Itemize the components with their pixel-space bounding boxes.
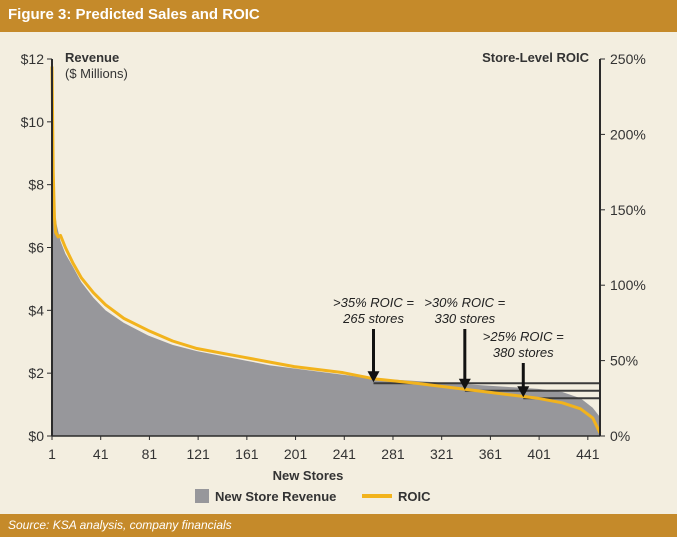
annotation-layer: >35% ROIC =265 stores >30% ROIC =330 stor… — [333, 295, 564, 398]
x-axis-ticks: 1 41 81 121 161 201 241 281 321 361 401 441 — [48, 436, 600, 462]
annotation-line2-1: 265 stores — [342, 311, 404, 326]
x-axis-title: New Stores — [273, 468, 344, 483]
x-tick-label: 401 — [527, 446, 551, 462]
right-tick-label: 100% — [610, 277, 646, 293]
legend-swatch-revenue — [195, 489, 209, 503]
source-note: Source: KSA analysis, company financials — [8, 518, 232, 532]
x-tick-label: 241 — [333, 446, 357, 462]
left-tick-label: $4 — [28, 302, 44, 318]
right-tick-label: 200% — [610, 126, 646, 142]
left-tick-label: $2 — [28, 365, 44, 381]
x-tick-label: 361 — [479, 446, 503, 462]
right-tick-label: 250% — [610, 51, 646, 67]
annotation-line2-3: 380 stores — [493, 345, 554, 360]
legend: New Store Revenue ROIC — [195, 489, 431, 504]
right-tick-label: 150% — [610, 202, 646, 218]
figure-header: Figure 3: Predicted Sales and ROIC — [0, 0, 677, 32]
x-tick-label: 161 — [235, 446, 259, 462]
right-tick-label: 50% — [610, 353, 638, 369]
x-tick-label: 441 — [576, 446, 600, 462]
left-tick-label: $0 — [28, 428, 44, 444]
annotation-arrow-head-1 — [367, 371, 380, 383]
figure-title: Figure 3: Predicted Sales and ROIC — [8, 6, 260, 23]
x-tick-label: 321 — [430, 446, 454, 462]
roic-line-layer — [50, 66, 602, 434]
left-axis-title: Revenue — [65, 50, 119, 65]
x-tick-label: 281 — [381, 446, 405, 462]
x-tick-label: 81 — [142, 446, 158, 462]
left-tick-label: $8 — [28, 177, 44, 193]
annotation-arrow-head-3 — [517, 386, 530, 398]
revenue-area — [52, 96, 600, 436]
annotation-arrow-head-2 — [458, 378, 471, 390]
x-tick-label: 121 — [186, 446, 210, 462]
legend-label-roic: ROIC — [398, 489, 431, 504]
right-axis-ticks: 0% 50% 100% 150% 200% 250% — [600, 51, 646, 444]
annotation-line1-2: >30% ROIC = — [424, 295, 505, 310]
annotation-line2-2: 330 stores — [434, 311, 495, 326]
figure-footer: Source: KSA analysis, company financials — [0, 514, 677, 537]
legend-label-revenue: New Store Revenue — [215, 489, 336, 504]
right-tick-label: 0% — [610, 428, 630, 444]
annotation-line1-1: >35% ROIC = — [333, 295, 414, 310]
x-tick-label: 201 — [284, 446, 308, 462]
x-tick-label: 1 — [48, 446, 56, 462]
annotation-line1-3: >25% ROIC = — [483, 329, 564, 344]
left-tick-label: $6 — [28, 240, 44, 256]
right-axis-title: Store-Level ROIC — [482, 50, 590, 65]
roic-line — [50, 66, 602, 434]
left-tick-label: $12 — [21, 51, 45, 67]
x-tick-label: 41 — [93, 446, 109, 462]
left-axis-subtitle: ($ Millions) — [65, 66, 128, 81]
left-tick-label: $10 — [21, 114, 45, 130]
chart: $0 $2 $4 $6 $8 $10 $12 0% 50% 100% 150% 200% 250% 1… — [21, 50, 646, 504]
left-axis-ticks: $0 $2 $4 $6 $8 $10 $12 — [21, 51, 52, 444]
revenue-area-layer — [52, 96, 600, 436]
